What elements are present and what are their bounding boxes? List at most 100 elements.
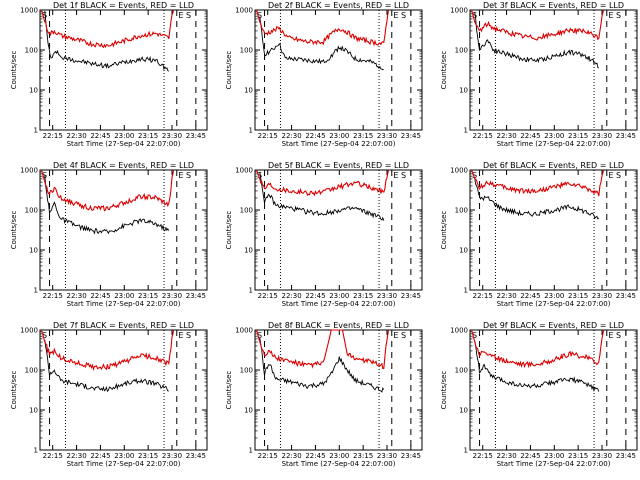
y-tick-label: 10 <box>29 407 38 415</box>
panel-title: Det 5f BLACK = Events, RED = LLD <box>268 161 409 170</box>
panel-title: Det 2f BLACK = Events, RED = LLD <box>268 1 409 10</box>
x-axis-label: Start Time (27-Sep-04 22:07:00) <box>67 460 181 468</box>
y-tick-label: 1 <box>249 287 253 295</box>
x-axis-label: Start Time (27-Sep-04 22:07:00) <box>497 460 611 468</box>
y-axis-label: Counts/sec <box>10 211 18 250</box>
marker-label-right: E S <box>393 11 406 20</box>
panel-title: Det 9f BLACK = Events, RED = LLD <box>483 321 624 330</box>
x-tick-label: 23:15 <box>568 132 588 140</box>
marker-label-right: E S <box>178 171 191 180</box>
panel-title: Det 4f BLACK = Events, RED = LLD <box>53 161 194 170</box>
x-tick-label: 23:45 <box>401 452 421 460</box>
x-tick-label: 23:00 <box>329 292 349 300</box>
series-lld-line <box>256 169 390 197</box>
marker-label-right: E S <box>178 331 191 340</box>
x-tick-label: 23:30 <box>377 292 397 300</box>
panel-det-1: Det 1f BLACK = Events, RED = LLD 1 10 100 10… <box>10 1 208 148</box>
y-tick-label: 1 <box>249 447 253 455</box>
series-events-line <box>474 12 600 69</box>
y-tick-label: 100 <box>240 47 253 55</box>
x-tick-label: 22:45 <box>305 292 325 300</box>
marker-label-right: E S <box>608 171 621 180</box>
x-tick-label: 22:30 <box>496 292 516 300</box>
x-tick-label: 23:30 <box>162 452 182 460</box>
x-axis-label: Start Time (27-Sep-04 22:07:00) <box>282 300 396 308</box>
x-tick-label: 23:30 <box>592 452 612 460</box>
y-tick-label: 1000 <box>450 7 468 15</box>
x-tick-label: 22:15 <box>258 292 278 300</box>
x-tick-label: 22:45 <box>90 132 110 140</box>
x-tick-label: 22:30 <box>66 132 86 140</box>
x-tick-label: 22:15 <box>43 292 63 300</box>
y-axis-label: Counts/sec <box>440 211 448 250</box>
y-tick-label: 10 <box>244 87 253 95</box>
panel-title: Det 7f BLACK = Events, RED = LLD <box>53 321 194 330</box>
x-axis-label: Start Time (27-Sep-04 22:07:00) <box>67 140 181 148</box>
marker-label-left: S <box>42 11 47 20</box>
x-tick-label: 23:00 <box>114 292 134 300</box>
y-tick-label: 10 <box>459 87 468 95</box>
x-tick-label: 23:45 <box>186 452 206 460</box>
y-tick-label: 100 <box>455 207 468 215</box>
y-tick-label: 10 <box>459 247 468 255</box>
x-tick-label: 23:15 <box>568 292 588 300</box>
panel-det-8: Det 8f BLACK = Events, RED = LLD 1 10 100 10… <box>225 321 423 468</box>
x-axis-label: Start Time (27-Sep-04 22:07:00) <box>497 140 611 148</box>
series-lld-line <box>471 9 605 41</box>
series-events-line <box>44 175 170 235</box>
y-tick-label: 10 <box>244 247 253 255</box>
x-tick-label: 22:30 <box>281 132 301 140</box>
series-lld-line <box>471 169 605 197</box>
series-events-line <box>259 16 384 71</box>
x-tick-label: 23:15 <box>353 452 373 460</box>
y-axis-label: Counts/sec <box>440 51 448 90</box>
x-axis-label: Start Time (27-Sep-04 22:07:00) <box>67 300 181 308</box>
y-tick-label: 100 <box>25 47 38 55</box>
x-tick-label: 23:45 <box>616 132 636 140</box>
y-axis-label: Counts/sec <box>225 371 233 410</box>
y-tick-label: 100 <box>455 367 468 375</box>
x-tick-label: 23:45 <box>186 292 206 300</box>
x-tick-label: 23:00 <box>544 132 564 140</box>
marker-label-left: S <box>472 171 477 180</box>
y-tick-label: 100 <box>240 367 253 375</box>
x-tick-label: 23:00 <box>114 452 134 460</box>
x-tick-label: 22:45 <box>520 292 540 300</box>
x-tick-label: 22:30 <box>281 452 301 460</box>
x-tick-label: 23:30 <box>377 132 397 140</box>
y-tick-label: 1 <box>34 287 38 295</box>
marker-label-left: S <box>257 331 262 340</box>
panel-det-7: Det 7f BLACK = Events, RED = LLD 1 10 100 10… <box>10 321 208 468</box>
x-tick-label: 22:15 <box>43 132 63 140</box>
series-lld-line <box>256 9 390 47</box>
series-lld-line <box>471 329 605 369</box>
plot-frame <box>469 9 638 131</box>
plot-frame <box>469 169 638 291</box>
y-tick-label: 100 <box>25 207 38 215</box>
x-tick-label: 23:15 <box>138 292 158 300</box>
y-tick-label: 1 <box>34 447 38 455</box>
x-tick-label: 23:00 <box>114 132 134 140</box>
series-events-line <box>44 339 169 393</box>
panel-title: Det 6f BLACK = Events, RED = LLD <box>483 161 624 170</box>
panel-det-3: Det 3f BLACK = Events, RED = LLD 1 10 100 10… <box>440 1 638 148</box>
x-tick-label: 23:30 <box>377 452 397 460</box>
y-tick-label: 10 <box>459 407 468 415</box>
panel-det-4: Det 4f BLACK = Events, RED = LLD 1 10 100 10… <box>10 161 208 308</box>
x-tick-label: 23:30 <box>162 292 182 300</box>
y-tick-label: 1000 <box>235 167 253 175</box>
y-tick-label: 1000 <box>235 327 253 335</box>
y-tick-label: 1000 <box>450 167 468 175</box>
marker-label-right: E S <box>608 331 621 340</box>
series-events-line <box>474 341 600 393</box>
marker-label-left: S <box>472 11 477 20</box>
panel-det-2: Det 2f BLACK = Events, RED = LLD 1 10 100 10… <box>225 1 423 148</box>
panel-title: Det 3f BLACK = Events, RED = LLD <box>483 1 624 10</box>
marker-label-right: E S <box>393 331 406 340</box>
x-tick-label: 22:30 <box>496 132 516 140</box>
y-tick-label: 100 <box>455 47 468 55</box>
x-tick-label: 23:15 <box>138 452 158 460</box>
x-tick-label: 23:45 <box>616 292 636 300</box>
x-tick-label: 22:30 <box>496 452 516 460</box>
x-tick-label: 22:45 <box>90 292 110 300</box>
